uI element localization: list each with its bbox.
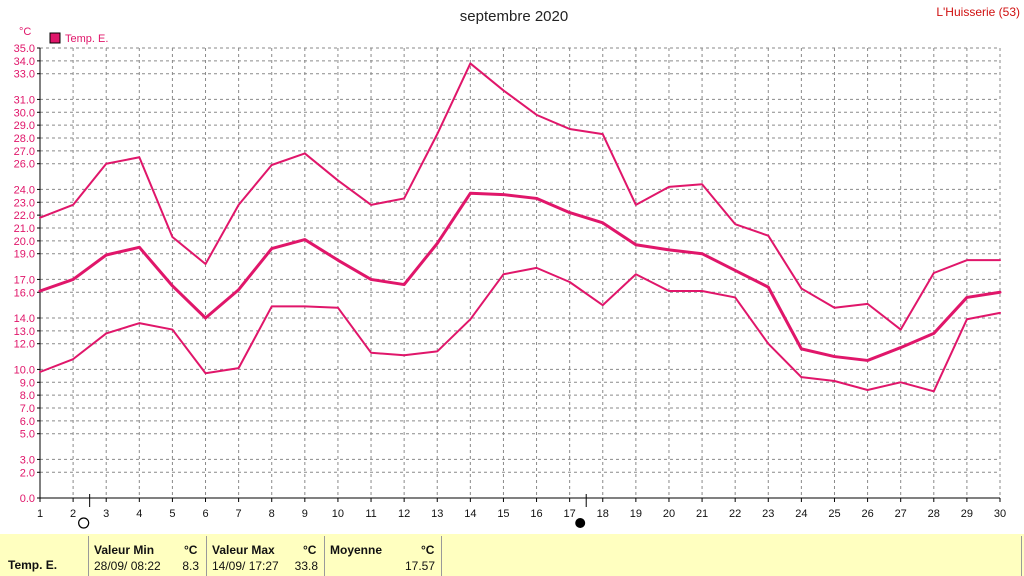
x-tick-label: 27	[895, 508, 907, 520]
y-tick-label: 28.0	[14, 133, 35, 145]
y-tick-label: 8.0	[20, 390, 35, 402]
x-tick-label: 23	[762, 508, 774, 520]
y-tick-label: 20.0	[14, 236, 35, 248]
y-tick-label: 17.0	[14, 274, 35, 286]
y-tick-label: 21.0	[14, 223, 35, 235]
stats-divider	[88, 536, 89, 576]
x-tick-label: 19	[630, 508, 642, 520]
x-tick-label: 13	[431, 508, 443, 520]
stats-divider	[441, 536, 442, 576]
y-tick-label: 12.0	[14, 339, 35, 351]
y-tick-label: 31.0	[14, 94, 35, 106]
stats-divider	[324, 536, 325, 576]
legend-swatch	[49, 32, 61, 44]
x-tick-label: 28	[928, 508, 940, 520]
x-tick-label: 5	[169, 508, 175, 520]
x-tick-label: 11	[365, 508, 376, 520]
y-tick-label: 34.0	[14, 56, 35, 68]
y-tick-label: 7.0	[20, 403, 35, 415]
legend-label: Temp. E.	[65, 33, 108, 45]
stats-row-label: Temp. E.	[8, 558, 58, 572]
x-tick-label: 10	[332, 508, 344, 520]
min-unit: °C	[184, 543, 198, 557]
avg-value: 17.57	[404, 559, 435, 573]
x-tick-label: 14	[464, 508, 476, 520]
avg-header: Moyenne	[330, 543, 383, 557]
stats-divider	[1021, 536, 1022, 576]
x-tick-label: 20	[663, 508, 675, 520]
chart-title: septembre 2020	[460, 8, 568, 25]
x-tick-label: 9	[302, 508, 308, 520]
x-tick-label: 21	[696, 508, 708, 520]
y-tick-label: 3.0	[20, 454, 35, 466]
station-name: L'Huisserie (53)	[936, 5, 1020, 19]
x-tick-label: 16	[530, 508, 542, 520]
series	[38, 62, 1002, 393]
y-tick-label: 16.0	[14, 287, 35, 299]
y-tick-label: 19.0	[14, 249, 35, 261]
x-tick-label: 7	[236, 508, 242, 520]
x-tick-label: 24	[795, 508, 807, 520]
x-tick-label: 2	[70, 508, 76, 520]
x-tick-label: 1	[37, 508, 43, 520]
y-tick-label: 10.0	[14, 364, 35, 376]
min-header: Valeur Min	[94, 543, 155, 557]
y-tick-label: 35.0	[14, 43, 35, 55]
min-when: 28/09/ 08:22	[94, 559, 161, 573]
y-tick-label: 0.0	[20, 493, 35, 505]
full-moon-icon	[78, 517, 90, 529]
new-moon-icon	[575, 518, 586, 528]
x-tick-label: 15	[497, 508, 509, 520]
avg-unit: °C	[421, 543, 435, 557]
series-line-max	[39, 62, 1001, 331]
y-tick-label: 24.0	[14, 184, 35, 196]
y-tick-label: 6.0	[20, 416, 35, 428]
y-tick-label: 27.0	[14, 146, 35, 158]
y-tick-label: 22.0	[14, 210, 35, 222]
y-tick-label: 23.0	[14, 197, 35, 209]
axes	[37, 47, 1001, 502]
y-tick-label: 13.0	[14, 326, 35, 338]
y-tick-label: 26.0	[14, 159, 35, 171]
x-tick-label: 8	[269, 508, 275, 520]
y-tick-label: 5.0	[20, 429, 35, 441]
y-tick-label: 29.0	[14, 120, 35, 132]
max-when: 14/09/ 17:27	[212, 559, 279, 573]
moon-phases	[78, 494, 587, 529]
y-tick-label: 30.0	[14, 107, 35, 119]
x-tick-label: 6	[202, 508, 208, 520]
x-tick-label: 12	[398, 508, 410, 520]
x-tick-label: 18	[597, 508, 609, 520]
min-value: 8.3	[182, 559, 199, 573]
x-tick-label: 4	[136, 508, 142, 520]
x-axis-ticks: 1 2 3 4 5 6 7 8 9 10 11 12 13 14 15 16 17 18 19 20 21 22 23 24 2…	[37, 508, 1006, 520]
max-unit: °C	[303, 543, 317, 557]
grid	[40, 47, 1001, 498]
max-value: 33.8	[294, 559, 318, 573]
x-tick-label: 22	[729, 508, 741, 520]
y-tick-label: 2.0	[20, 467, 35, 479]
x-tick-label: 17	[564, 508, 576, 520]
y-axis-ticks: 0.0 2.03.0 5.06.07.08.09.010.0 12.013.014.0…	[14, 43, 35, 505]
y-tick-label: 33.0	[14, 69, 35, 81]
max-header: Valeur Max	[212, 543, 275, 557]
series-line-min	[39, 266, 1001, 393]
x-tick-label: 30	[994, 508, 1006, 520]
series-line-mean	[38, 191, 1002, 362]
x-tick-label: 25	[828, 508, 840, 520]
x-tick-label: 26	[861, 508, 873, 520]
stats-divider	[206, 536, 207, 576]
y-unit-label: °C	[19, 26, 31, 38]
x-tick-label: 3	[103, 508, 109, 520]
stats-panel: Temp. E. Valeur Min °C 28/09/ 08:22 8.3 …	[0, 534, 1024, 576]
x-tick-label: 29	[961, 508, 973, 520]
temperature-chart: septembre 2020 L'Huisserie (53) °C Temp.…	[14, 5, 1020, 529]
y-tick-label: 9.0	[20, 377, 35, 389]
y-tick-label: 14.0	[14, 313, 35, 325]
